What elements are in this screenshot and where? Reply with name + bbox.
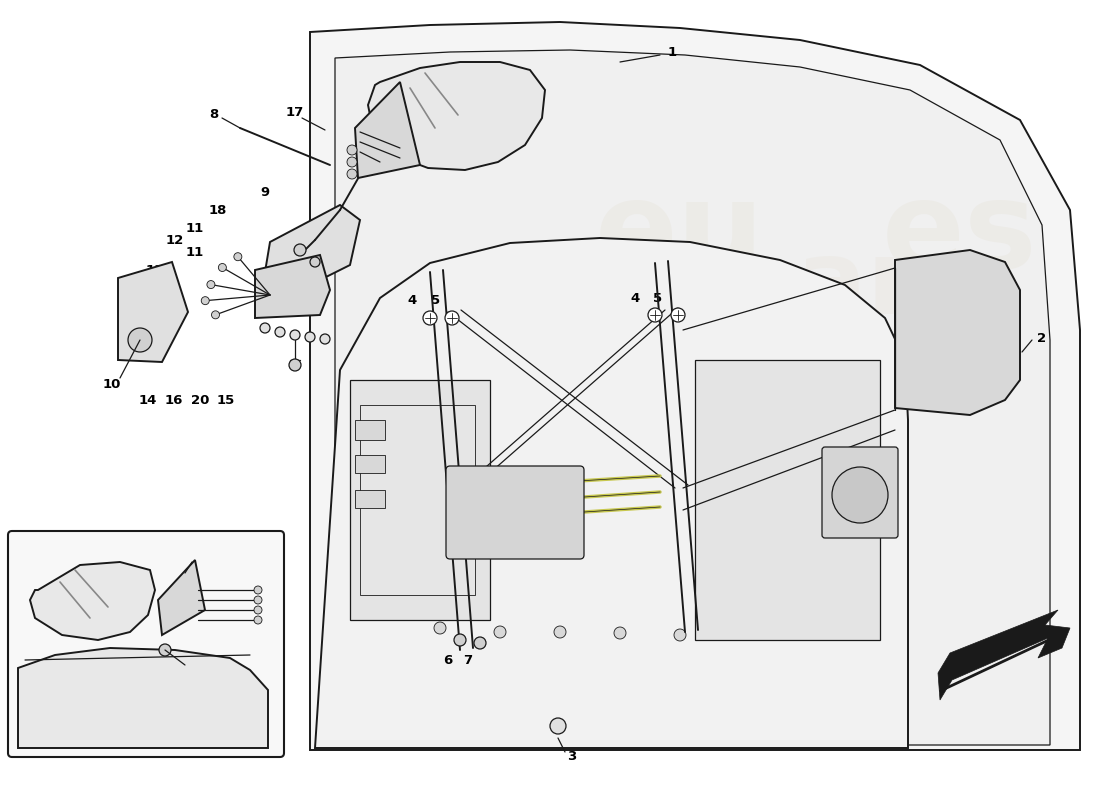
Text: 1: 1 <box>668 46 676 58</box>
Circle shape <box>201 297 209 305</box>
FancyBboxPatch shape <box>822 447 898 538</box>
Polygon shape <box>265 205 360 285</box>
FancyBboxPatch shape <box>8 531 284 757</box>
Text: 12: 12 <box>166 234 184 246</box>
Polygon shape <box>255 255 330 318</box>
Text: 5: 5 <box>653 291 662 305</box>
Circle shape <box>234 253 242 261</box>
Circle shape <box>128 328 152 352</box>
Circle shape <box>346 145 358 155</box>
Text: 15: 15 <box>217 394 235 406</box>
Circle shape <box>305 332 315 342</box>
Circle shape <box>550 718 566 734</box>
Circle shape <box>290 330 300 340</box>
Circle shape <box>434 622 446 634</box>
Bar <box>355 490 385 508</box>
Circle shape <box>446 311 459 325</box>
Circle shape <box>648 308 662 322</box>
Polygon shape <box>315 238 907 748</box>
Text: 10: 10 <box>102 378 121 391</box>
Polygon shape <box>30 562 155 640</box>
Text: passion: passion <box>547 354 854 426</box>
Circle shape <box>674 629 686 641</box>
Polygon shape <box>118 262 188 362</box>
Text: 9: 9 <box>261 186 270 199</box>
Polygon shape <box>336 50 1050 745</box>
Circle shape <box>474 637 486 649</box>
Circle shape <box>160 644 170 656</box>
Polygon shape <box>360 405 475 595</box>
Text: 11: 11 <box>186 222 205 234</box>
Circle shape <box>554 626 566 638</box>
Text: 19: 19 <box>186 550 205 563</box>
Polygon shape <box>695 360 880 640</box>
Text: 20: 20 <box>190 394 209 406</box>
Polygon shape <box>895 250 1020 415</box>
Text: a: a <box>587 406 652 503</box>
Circle shape <box>260 323 270 333</box>
Bar <box>355 420 385 440</box>
Text: since: since <box>608 480 791 540</box>
Circle shape <box>832 467 888 523</box>
Polygon shape <box>310 22 1080 750</box>
Text: es: es <box>882 177 1037 294</box>
Circle shape <box>320 334 330 344</box>
Text: 2: 2 <box>1037 331 1046 345</box>
Circle shape <box>254 606 262 614</box>
FancyBboxPatch shape <box>446 466 584 559</box>
Text: 5: 5 <box>431 294 441 306</box>
Text: 4: 4 <box>630 291 639 305</box>
Text: 17: 17 <box>286 106 304 119</box>
Ellipse shape <box>379 450 460 570</box>
Polygon shape <box>18 648 268 748</box>
Polygon shape <box>158 560 205 635</box>
Circle shape <box>294 244 306 256</box>
Polygon shape <box>938 610 1070 700</box>
Text: 3: 3 <box>568 750 576 763</box>
Circle shape <box>289 359 301 371</box>
Circle shape <box>254 596 262 604</box>
Text: 6: 6 <box>443 654 452 666</box>
Polygon shape <box>368 62 544 170</box>
Polygon shape <box>350 380 490 620</box>
Text: 16: 16 <box>165 394 184 406</box>
Circle shape <box>614 627 626 639</box>
Text: 14: 14 <box>139 394 157 406</box>
Circle shape <box>275 327 285 337</box>
Circle shape <box>207 281 215 289</box>
Text: 18: 18 <box>209 203 228 217</box>
Circle shape <box>211 311 220 319</box>
Text: 7: 7 <box>463 654 473 666</box>
Text: 1985: 1985 <box>627 547 813 613</box>
Text: 13: 13 <box>146 263 164 277</box>
Text: 11: 11 <box>186 246 205 258</box>
Text: par: par <box>722 234 918 335</box>
Circle shape <box>254 616 262 624</box>
Circle shape <box>424 311 437 325</box>
Circle shape <box>494 626 506 638</box>
Text: 8: 8 <box>209 109 219 122</box>
Circle shape <box>346 157 358 167</box>
Circle shape <box>454 634 466 646</box>
Circle shape <box>671 308 685 322</box>
Circle shape <box>219 263 227 271</box>
Bar <box>355 455 385 473</box>
Circle shape <box>346 169 358 179</box>
Text: eu: eu <box>595 177 764 294</box>
Polygon shape <box>355 82 420 178</box>
Text: 4: 4 <box>407 294 417 306</box>
Circle shape <box>254 586 262 594</box>
Circle shape <box>310 257 320 267</box>
